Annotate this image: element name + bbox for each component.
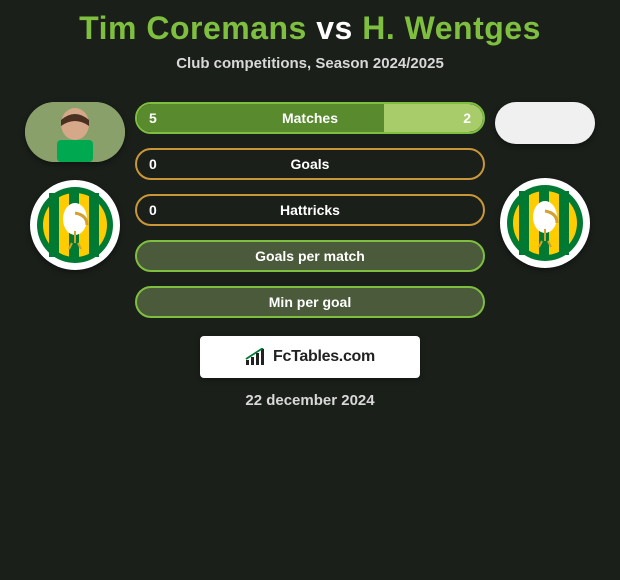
bar-left-fill [137, 104, 384, 132]
right-player-col [485, 94, 605, 268]
footer: FcTables.com 22 december 2024 [200, 336, 420, 409]
title-player2: H. Wentges [362, 10, 541, 46]
bar-right-value: 2 [463, 110, 471, 126]
stat-bar: Goals per match [135, 240, 485, 272]
brand-text: FcTables.com [273, 348, 375, 366]
bar-left-value: 0 [149, 202, 157, 218]
player2-club-badge [500, 178, 590, 268]
player1-club-badge [30, 180, 120, 270]
title-vs: vs [316, 10, 353, 46]
player1-avatar [25, 102, 125, 162]
player2-avatar [495, 102, 595, 144]
page-title: Tim Coremans vs H. Wentges [79, 10, 541, 47]
main-row: 5 2 Matches 0 Goals 0 Hattricks Goals per match… [0, 94, 620, 318]
subtitle: Club competitions, Season 2024/2025 [176, 55, 444, 72]
player1-silhouette-icon [25, 102, 125, 162]
club-badge-icon [35, 185, 115, 265]
title-player1: Tim Coremans [79, 10, 307, 46]
footer-date: 22 december 2024 [245, 392, 374, 409]
bar-label: Min per goal [269, 294, 351, 310]
stats-bars: 5 2 Matches 0 Goals 0 Hattricks Goals per match… [135, 94, 485, 318]
stat-bar: 0 Goals [135, 148, 485, 180]
stat-bar: 5 2 Matches [135, 102, 485, 134]
stat-bar: Min per goal [135, 286, 485, 318]
bar-left-value: 5 [149, 110, 157, 126]
bar-label: Matches [282, 110, 338, 126]
bar-label: Hattricks [280, 202, 340, 218]
club-badge-icon [505, 183, 585, 263]
bar-label: Goals [291, 156, 330, 172]
bar-chart-icon [245, 348, 267, 366]
brand-box[interactable]: FcTables.com [200, 336, 420, 378]
bar-label: Goals per match [255, 248, 365, 264]
stat-bar: 0 Hattricks [135, 194, 485, 226]
player1-avatar-image [25, 102, 125, 162]
left-player-col [15, 94, 135, 270]
bar-left-value: 0 [149, 156, 157, 172]
comparison-card: Tim Coremans vs H. Wentges Club competit… [0, 0, 620, 409]
